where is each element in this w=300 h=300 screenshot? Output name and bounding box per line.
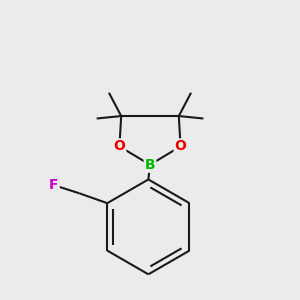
Text: B: B <box>145 158 155 172</box>
Text: F: F <box>49 178 59 192</box>
Text: O: O <box>113 140 125 153</box>
Text: O: O <box>175 140 187 153</box>
